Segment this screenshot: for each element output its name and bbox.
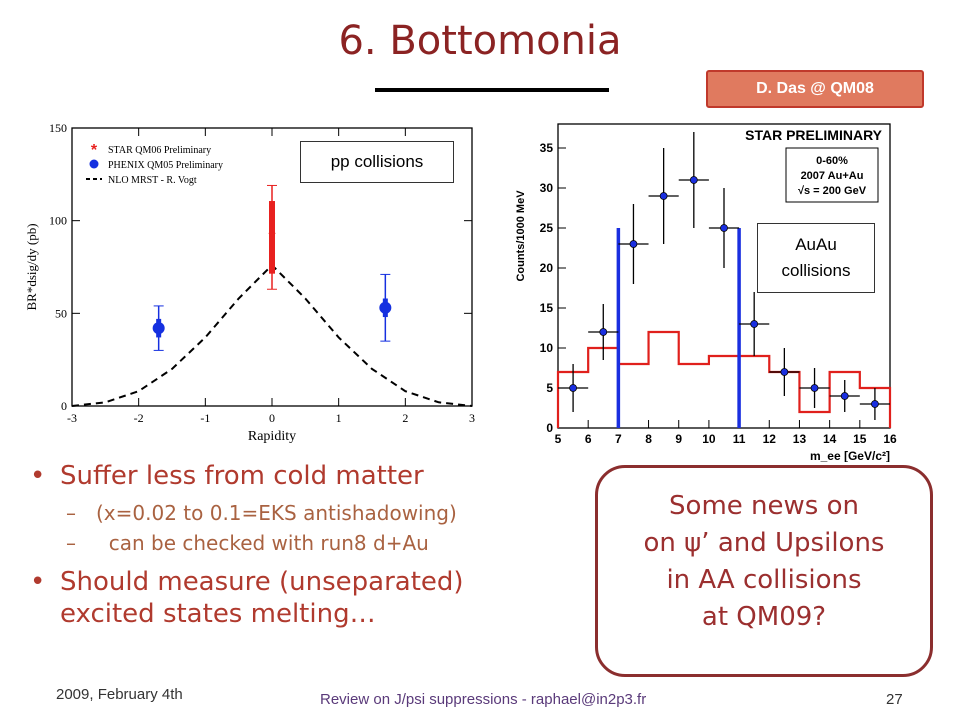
x-tick-label: 12 <box>763 432 777 446</box>
annotation-line: √s = 200 GeV <box>798 185 867 197</box>
y-tick-label: 35 <box>540 141 554 155</box>
x-tick-label: 6 <box>585 432 592 446</box>
x-tick-label: 14 <box>823 432 837 446</box>
data-point <box>689 176 698 184</box>
annotation-box <box>785 147 879 203</box>
x-axis-label: Rapidity <box>248 429 296 444</box>
y-tick-label: 25 <box>540 221 554 235</box>
x-tick-label: 3 <box>469 411 475 425</box>
credit-badge: D. Das @ QM08 <box>706 70 924 108</box>
chart-title: STAR PRELIMINARY <box>745 127 883 143</box>
x-tick-label: 15 <box>853 432 867 446</box>
data-point <box>569 384 577 392</box>
data-point <box>629 240 638 248</box>
x-tick-label: 9 <box>675 432 682 446</box>
data-point <box>599 328 608 336</box>
x-tick-label: 11 <box>733 432 746 446</box>
sub-bullet-item: – (x=0.02 to 0.1=EKS antishadowing) <box>66 501 457 525</box>
x-tick-label: 13 <box>793 432 807 446</box>
news-line: Some news on <box>669 491 859 521</box>
y-tick-label: 150 <box>49 121 67 135</box>
x-tick-label: 5 <box>555 432 562 446</box>
annotation-line: 2007 Au+Au <box>801 170 864 182</box>
data-point <box>810 384 819 392</box>
footer-date: 2009, February 4th <box>56 686 183 703</box>
y-axis-label: BR*dsig/dy (pb) <box>24 223 39 310</box>
auau-label-line1: AuAu <box>795 235 837 254</box>
y-axis-label: Counts/1000 MeV <box>515 190 527 282</box>
title-underline <box>375 88 609 92</box>
x-tick-label: -2 <box>134 411 144 425</box>
y-tick-label: 0 <box>61 399 67 413</box>
news-line: in AA collisions <box>666 565 862 595</box>
data-point <box>659 192 668 200</box>
legend-phenix-marker <box>89 159 99 169</box>
sub-bullet-item: – can be checked with run8 d+Au <box>66 531 429 555</box>
sub-bullet-text: can be checked with run8 d+Au <box>96 531 429 555</box>
footer-page: 27 <box>886 691 903 708</box>
auau-label-line2: collisions <box>781 261 851 280</box>
pp-rapidity-chart: -3 -2 -1 0 1 2 3 0 50 100 150 Rapidity BR*dsig/dy (p… <box>24 121 475 444</box>
data-point <box>840 392 849 400</box>
data-point <box>720 224 728 232</box>
legend-star-label: STAR QM06 Preliminary <box>108 145 211 156</box>
x-tick-label: -3 <box>67 411 77 425</box>
x-tick-label: 8 <box>645 432 652 446</box>
news-box: Some news on on ψ’ and Upsilons in AA co… <box>595 465 933 677</box>
phenix-point <box>379 301 392 314</box>
x-tick-label: 2 <box>402 411 408 425</box>
slide-title: 6. Bottomonia <box>338 18 622 64</box>
data-point <box>750 320 759 328</box>
y-tick-label: 0 <box>546 421 553 435</box>
y-tick-label: 30 <box>540 181 554 195</box>
y-tick-label: 50 <box>55 306 67 320</box>
bullet-item: Should measure (unseparated) excited sta… <box>30 566 560 630</box>
auau-collisions-label: AuAu collisions <box>757 223 875 293</box>
y-tick-label: 20 <box>540 261 554 275</box>
bullet-item: Suffer less from cold matter <box>30 460 590 492</box>
x-tick-label: 7 <box>615 432 622 446</box>
sub-bullet-text: (x=0.02 to 0.1=EKS antishadowing) <box>96 501 457 525</box>
legend-phenix-label: PHENIX QM05 Preliminary <box>108 160 223 171</box>
legend-star-marker: * <box>91 142 98 159</box>
news-line: on ψ’ and Upsilons <box>643 528 885 558</box>
x-axis-label: m_ee [GeV/c²] <box>810 449 890 462</box>
x-tick-label: 10 <box>702 432 716 446</box>
news-line: at QM09? <box>701 602 827 632</box>
x-tick-label: 1 <box>336 411 342 425</box>
background-histogram <box>556 330 892 428</box>
y-tick-label: 10 <box>540 341 554 355</box>
legend-theory-label: NLO MRST - R. Vogt <box>108 175 197 186</box>
phenix-point <box>152 322 165 335</box>
data-point <box>871 400 879 408</box>
plot-frame <box>557 123 891 429</box>
data-point <box>780 368 789 376</box>
footer-center: Review on J/psi suppressions - raphael@i… <box>320 691 647 708</box>
y-tick-label: 100 <box>49 214 67 228</box>
annotation-line: 0-60% <box>816 155 848 167</box>
y-tick-label: 5 <box>546 381 553 395</box>
y-tick-label: 15 <box>540 301 554 315</box>
bullet-list: Suffer less from cold matter –(x=0.02 to… <box>30 460 590 636</box>
x-tick-label: -1 <box>200 411 210 425</box>
star-point: * <box>268 227 275 247</box>
x-tick-label: 0 <box>269 411 275 425</box>
x-tick-label: 16 <box>883 432 897 446</box>
pp-collisions-label: pp collisions <box>300 141 454 183</box>
